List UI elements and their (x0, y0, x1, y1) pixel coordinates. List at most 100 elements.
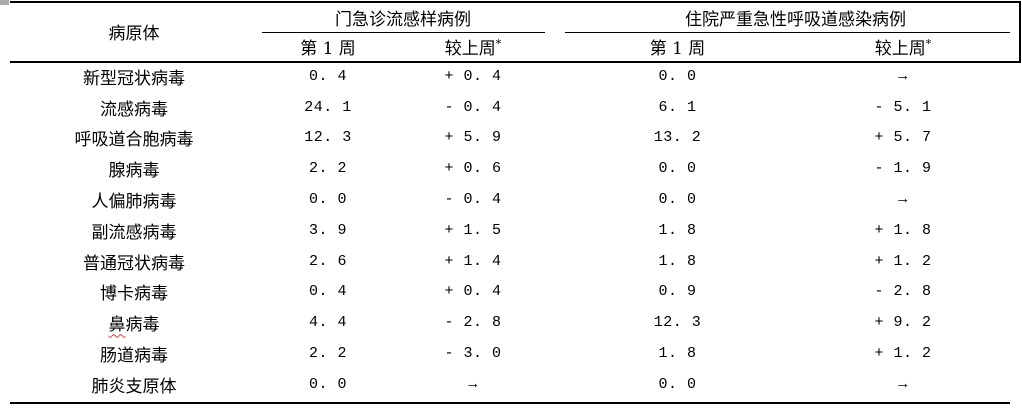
pathogen-surveillance-table: 病原体 门急诊流感样病例 住院严重急性呼吸道感染病例 第 1 周 较上周* 第 … (10, 2, 1021, 400)
left-change-value: + 0. 4 (444, 67, 502, 85)
pathogen-cell: 鼻病毒 (108, 315, 160, 336)
right-vs-lastweek-label: 较上周 (874, 39, 926, 59)
right-change-value: - 5. 1 (874, 98, 932, 116)
pathogen-cell: 肠道病毒 (100, 346, 168, 367)
right-change-value: → (898, 375, 908, 393)
table-top-border (10, 1, 1021, 3)
right-week-value: 13. 2 (653, 129, 702, 147)
gap-cell (548, 123, 570, 154)
gap-cell (548, 215, 570, 246)
left-week-value: 0. 4 (308, 283, 347, 301)
pathogen-cell: 流感病毒 (100, 99, 168, 120)
table-row: 流感病毒 24. 1 - 0. 4 6. 1 - 5. 1 (10, 92, 1021, 123)
left-group-underline (262, 32, 545, 33)
gap-cell (548, 369, 570, 400)
left-week-value: 0. 0 (308, 191, 347, 209)
left-vs-lastweek-label: 较上周 (444, 39, 496, 59)
table-row: 博卡病毒 0. 4 + 0. 4 0. 9 - 2. 8 (10, 277, 1021, 308)
left-change-value: - 0. 4 (444, 191, 502, 209)
right-week-value: 0. 0 (658, 67, 697, 85)
left-change-value: + 0. 6 (444, 160, 502, 178)
table-row: 肠道病毒 2. 2 - 3. 0 1. 8 + 1. 2 (10, 338, 1021, 369)
left-change-value: + 1. 5 (444, 221, 502, 239)
left-change-value: - 3. 0 (444, 345, 502, 363)
group-header-row: 病原体 门急诊流感样病例 住院严重急性呼吸道感染病例 (10, 2, 1021, 45)
right-change-value: + 9. 2 (874, 314, 932, 332)
right-change-value: + 5. 7 (874, 129, 932, 147)
right-week-value: 0. 0 (658, 191, 697, 209)
pathogen-cell: 博卡病毒 (100, 284, 168, 305)
table-right-border-segment (1019, 1, 1021, 63)
table-row: 鼻病毒 4. 4 - 2. 8 12. 3 + 9. 2 (10, 307, 1021, 338)
table-row: 腺病毒 2. 2 + 0. 6 0. 0 - 1. 9 (10, 153, 1021, 184)
left-week-value: 2. 2 (308, 160, 347, 178)
left-week-value: 24. 1 (304, 98, 352, 116)
right-week-value: 6. 1 (658, 98, 697, 116)
right-week-value: 12. 3 (653, 314, 702, 332)
table-row: 呼吸道合胞病毒 12. 3 + 5. 9 13. 2 + 5. 7 (10, 123, 1021, 154)
table-row: 副流感病毒 3. 9 + 1. 5 1. 8 + 1. 8 (10, 215, 1021, 246)
left-change-value: - 0. 4 (444, 98, 502, 116)
right-vs-lastweek-header: 较上周* (785, 32, 1021, 61)
gap-cell (548, 246, 570, 277)
gap-cell (548, 338, 570, 369)
pathogen-cell: 普通冠状病毒 (83, 253, 185, 274)
group-gap (548, 2, 570, 61)
right-week-value: 0. 0 (658, 375, 697, 393)
hospitalized-sari-group-header: 住院严重急性呼吸道感染病例 (685, 9, 906, 30)
left-change-value: + 5. 9 (444, 129, 502, 147)
right-change-value: → (898, 67, 908, 85)
footnote-asterisk: * (925, 37, 932, 51)
sub-header-row: 第 1 周 较上周* 第 1 周 较上周* (10, 32, 1021, 61)
right-week-value: 0. 0 (658, 160, 697, 178)
right-week-value: 1. 8 (658, 252, 697, 270)
pathogen-cell: 副流感病毒 (91, 222, 177, 243)
outpatient-ili-group-header: 门急诊流感样病例 (335, 9, 471, 30)
table-move-handle[interactable] (0, 0, 9, 5)
left-change-value: + 0. 4 (444, 283, 502, 301)
left-week-value: 2. 6 (308, 252, 347, 270)
right-group-underline (565, 32, 1010, 33)
right-change-value: → (898, 191, 908, 209)
spellcheck-squiggle-text: 鼻 (108, 315, 126, 336)
left-change-value: → (468, 375, 478, 393)
table-row: 人偏肺病毒 0. 0 - 0. 4 0. 0 → (10, 184, 1021, 215)
right-change-value: + 1. 2 (874, 345, 932, 363)
right-change-value: + 1. 8 (874, 221, 932, 239)
pathogen-cell: 人偏肺病毒 (91, 192, 177, 213)
right-week-value: 1. 8 (658, 221, 697, 239)
right-week-value: 1. 8 (658, 345, 697, 363)
table-header: 病原体 门急诊流感样病例 住院严重急性呼吸道感染病例 第 1 周 较上周* 第 … (10, 2, 1021, 61)
footnote-asterisk: * (495, 37, 502, 51)
left-week-value: 12. 3 (304, 129, 352, 147)
pathogen-cell: 肺炎支原体 (91, 376, 177, 397)
pathogen-cell: 新型冠状病毒 (83, 68, 185, 89)
right-change-value: + 1. 2 (874, 252, 932, 270)
table-bottom-border (10, 402, 1010, 404)
table-row: 普通冠状病毒 2. 6 + 1. 4 1. 8 + 1. 2 (10, 246, 1021, 277)
pathogen-column-header: 病原体 (108, 24, 160, 44)
table-body: 新型冠状病毒 0. 4 + 0. 4 0. 0 → 流感病毒 24. 1 - 0… (10, 61, 1021, 400)
gap-cell (548, 92, 570, 123)
pathogen-cell: 呼吸道合胞病毒 (74, 130, 194, 151)
right-change-value: - 2. 8 (874, 283, 932, 301)
right-week-value: 0. 9 (658, 283, 697, 301)
left-change-value: + 1. 4 (444, 252, 502, 270)
left-week-value: 4. 4 (308, 314, 347, 332)
right-week1-header: 第 1 周 (649, 39, 706, 59)
left-change-value: - 2. 8 (444, 314, 502, 332)
right-change-value: - 1. 9 (874, 160, 932, 178)
gap-cell (548, 184, 570, 215)
gap-cell (548, 307, 570, 338)
gap-cell (548, 153, 570, 184)
left-week-value: 0. 4 (308, 67, 347, 85)
table-row: 肺炎支原体 0. 0 → 0. 0 → (10, 369, 1021, 400)
gap-cell (548, 61, 570, 92)
left-week-value: 0. 0 (308, 375, 347, 393)
gap-cell (548, 277, 570, 308)
left-week-value: 3. 9 (308, 221, 347, 239)
pathogen-cell: 腺病毒 (108, 161, 160, 182)
left-vs-lastweek-header: 较上周* (398, 32, 548, 61)
left-week1-header: 第 1 周 (300, 39, 356, 59)
